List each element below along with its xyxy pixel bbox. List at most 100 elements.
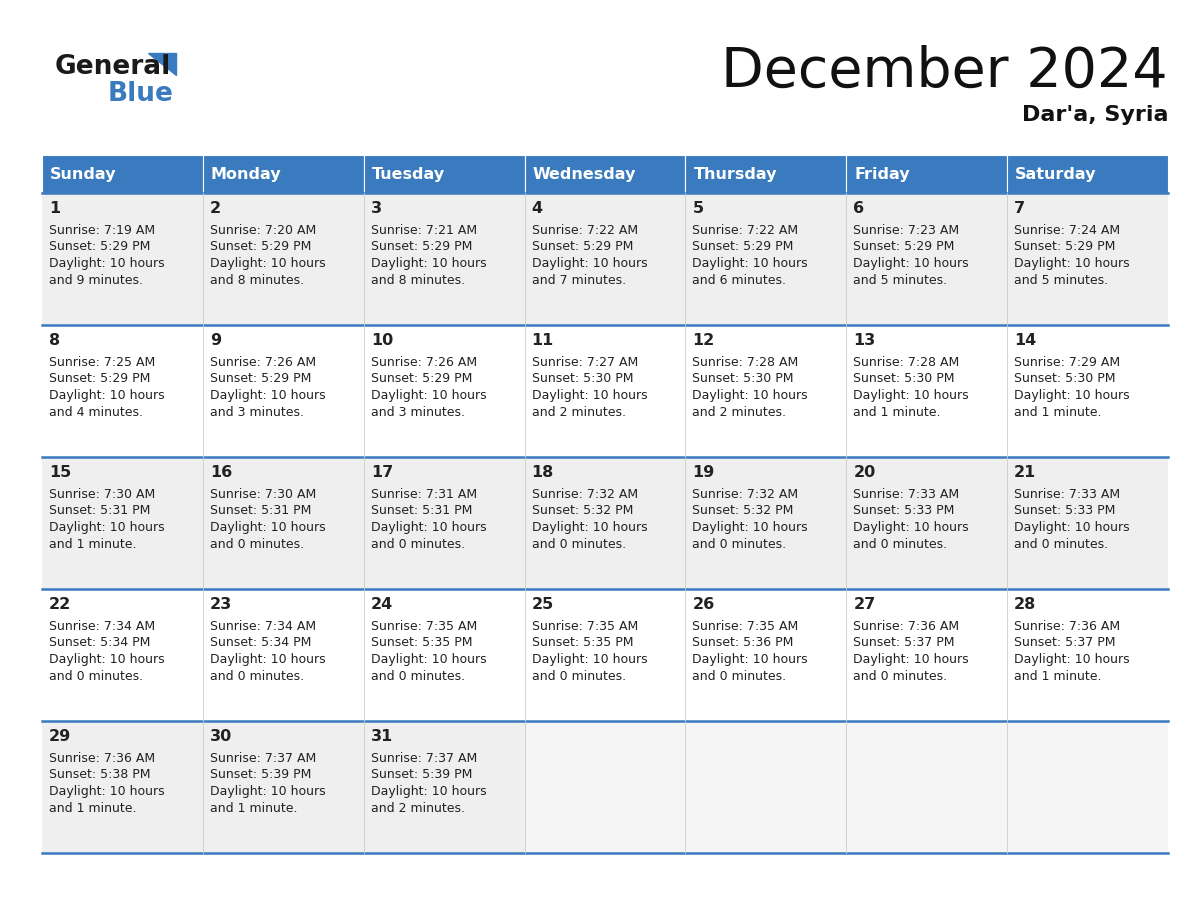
Text: Blue: Blue xyxy=(108,81,173,107)
Text: and 0 minutes.: and 0 minutes. xyxy=(49,669,143,682)
Text: 27: 27 xyxy=(853,597,876,612)
Text: Sunset: 5:35 PM: Sunset: 5:35 PM xyxy=(531,636,633,650)
Polygon shape xyxy=(148,53,176,75)
Bar xyxy=(364,589,525,721)
Text: Sunrise: 7:33 AM: Sunrise: 7:33 AM xyxy=(1015,488,1120,501)
Text: Sunset: 5:29 PM: Sunset: 5:29 PM xyxy=(1015,241,1116,253)
Text: and 0 minutes.: and 0 minutes. xyxy=(210,669,304,682)
Text: Sunset: 5:34 PM: Sunset: 5:34 PM xyxy=(210,636,311,650)
Bar xyxy=(364,155,525,193)
Text: Sunset: 5:37 PM: Sunset: 5:37 PM xyxy=(1015,636,1116,650)
Text: Sunrise: 7:37 AM: Sunrise: 7:37 AM xyxy=(371,752,476,765)
Bar xyxy=(846,155,1007,193)
Text: and 0 minutes.: and 0 minutes. xyxy=(210,538,304,551)
Text: Sunset: 5:36 PM: Sunset: 5:36 PM xyxy=(693,636,794,650)
Text: Daylight: 10 hours: Daylight: 10 hours xyxy=(210,785,326,798)
Text: Sunset: 5:37 PM: Sunset: 5:37 PM xyxy=(853,636,955,650)
Text: 13: 13 xyxy=(853,333,876,348)
Text: and 0 minutes.: and 0 minutes. xyxy=(693,538,786,551)
Text: Sunrise: 7:27 AM: Sunrise: 7:27 AM xyxy=(531,356,638,369)
Bar xyxy=(685,193,846,325)
Text: and 0 minutes.: and 0 minutes. xyxy=(531,669,626,682)
Text: Sunrise: 7:20 AM: Sunrise: 7:20 AM xyxy=(210,224,316,237)
Text: Daylight: 10 hours: Daylight: 10 hours xyxy=(693,389,808,402)
Text: 4: 4 xyxy=(531,201,543,216)
Bar xyxy=(846,721,1007,853)
Text: Sunrise: 7:37 AM: Sunrise: 7:37 AM xyxy=(210,752,316,765)
Text: Sunrise: 7:35 AM: Sunrise: 7:35 AM xyxy=(693,620,798,633)
Bar xyxy=(203,589,364,721)
Bar xyxy=(42,457,203,589)
Text: Daylight: 10 hours: Daylight: 10 hours xyxy=(210,389,326,402)
Text: 20: 20 xyxy=(853,465,876,480)
Text: Sunrise: 7:32 AM: Sunrise: 7:32 AM xyxy=(693,488,798,501)
Text: and 1 minute.: and 1 minute. xyxy=(49,801,137,814)
Text: Daylight: 10 hours: Daylight: 10 hours xyxy=(1015,257,1130,270)
Text: and 0 minutes.: and 0 minutes. xyxy=(853,669,947,682)
Text: Daylight: 10 hours: Daylight: 10 hours xyxy=(49,521,165,534)
Text: and 6 minutes.: and 6 minutes. xyxy=(693,274,786,286)
Text: Daylight: 10 hours: Daylight: 10 hours xyxy=(49,785,165,798)
Bar xyxy=(525,721,685,853)
Bar xyxy=(42,589,203,721)
Text: and 7 minutes.: and 7 minutes. xyxy=(531,274,626,286)
Text: Daylight: 10 hours: Daylight: 10 hours xyxy=(1015,653,1130,666)
Text: Daylight: 10 hours: Daylight: 10 hours xyxy=(531,521,647,534)
Text: Sunset: 5:32 PM: Sunset: 5:32 PM xyxy=(531,505,633,518)
Text: Daylight: 10 hours: Daylight: 10 hours xyxy=(853,521,969,534)
Text: and 3 minutes.: and 3 minutes. xyxy=(210,406,304,419)
Text: Sunset: 5:29 PM: Sunset: 5:29 PM xyxy=(853,241,955,253)
Bar xyxy=(525,155,685,193)
Text: Daylight: 10 hours: Daylight: 10 hours xyxy=(1015,521,1130,534)
Text: Sunrise: 7:21 AM: Sunrise: 7:21 AM xyxy=(371,224,476,237)
Text: 15: 15 xyxy=(49,465,71,480)
Bar xyxy=(1007,457,1168,589)
Text: and 2 minutes.: and 2 minutes. xyxy=(531,406,626,419)
Bar xyxy=(685,721,846,853)
Text: Daylight: 10 hours: Daylight: 10 hours xyxy=(49,257,165,270)
Text: Sunrise: 7:25 AM: Sunrise: 7:25 AM xyxy=(49,356,156,369)
Bar xyxy=(1007,155,1168,193)
Bar xyxy=(42,325,203,457)
Text: and 5 minutes.: and 5 minutes. xyxy=(1015,274,1108,286)
Text: 8: 8 xyxy=(49,333,61,348)
Text: 9: 9 xyxy=(210,333,221,348)
Text: 11: 11 xyxy=(531,333,554,348)
Text: Sunset: 5:29 PM: Sunset: 5:29 PM xyxy=(371,241,472,253)
Text: Sunset: 5:39 PM: Sunset: 5:39 PM xyxy=(210,768,311,781)
Text: and 0 minutes.: and 0 minutes. xyxy=(531,538,626,551)
Bar xyxy=(685,325,846,457)
Bar xyxy=(203,325,364,457)
Text: Sunset: 5:30 PM: Sunset: 5:30 PM xyxy=(693,373,794,386)
Text: Sunset: 5:29 PM: Sunset: 5:29 PM xyxy=(371,373,472,386)
Text: Daylight: 10 hours: Daylight: 10 hours xyxy=(853,389,969,402)
Text: 25: 25 xyxy=(531,597,554,612)
Text: 17: 17 xyxy=(371,465,393,480)
Text: 22: 22 xyxy=(49,597,71,612)
Bar xyxy=(203,457,364,589)
Text: Sunset: 5:39 PM: Sunset: 5:39 PM xyxy=(371,768,472,781)
Text: and 0 minutes.: and 0 minutes. xyxy=(693,669,786,682)
Text: Sunset: 5:29 PM: Sunset: 5:29 PM xyxy=(531,241,633,253)
Text: 3: 3 xyxy=(371,201,381,216)
Text: Sunrise: 7:22 AM: Sunrise: 7:22 AM xyxy=(693,224,798,237)
Text: Sunset: 5:33 PM: Sunset: 5:33 PM xyxy=(1015,505,1116,518)
Text: Daylight: 10 hours: Daylight: 10 hours xyxy=(693,653,808,666)
Text: Daylight: 10 hours: Daylight: 10 hours xyxy=(371,257,486,270)
Bar xyxy=(364,325,525,457)
Bar xyxy=(525,589,685,721)
Text: Sunset: 5:34 PM: Sunset: 5:34 PM xyxy=(49,636,151,650)
Text: and 1 minute.: and 1 minute. xyxy=(853,406,941,419)
Text: Daylight: 10 hours: Daylight: 10 hours xyxy=(49,389,165,402)
Text: Sunset: 5:38 PM: Sunset: 5:38 PM xyxy=(49,768,151,781)
Text: Sunrise: 7:29 AM: Sunrise: 7:29 AM xyxy=(1015,356,1120,369)
Bar xyxy=(846,193,1007,325)
Text: 31: 31 xyxy=(371,729,393,744)
Text: Daylight: 10 hours: Daylight: 10 hours xyxy=(1015,389,1130,402)
Text: Daylight: 10 hours: Daylight: 10 hours xyxy=(49,653,165,666)
Text: Sunrise: 7:31 AM: Sunrise: 7:31 AM xyxy=(371,488,476,501)
Text: Sunrise: 7:28 AM: Sunrise: 7:28 AM xyxy=(693,356,798,369)
Text: and 0 minutes.: and 0 minutes. xyxy=(853,538,947,551)
Text: Sunrise: 7:35 AM: Sunrise: 7:35 AM xyxy=(371,620,476,633)
Text: Sunset: 5:29 PM: Sunset: 5:29 PM xyxy=(210,241,311,253)
